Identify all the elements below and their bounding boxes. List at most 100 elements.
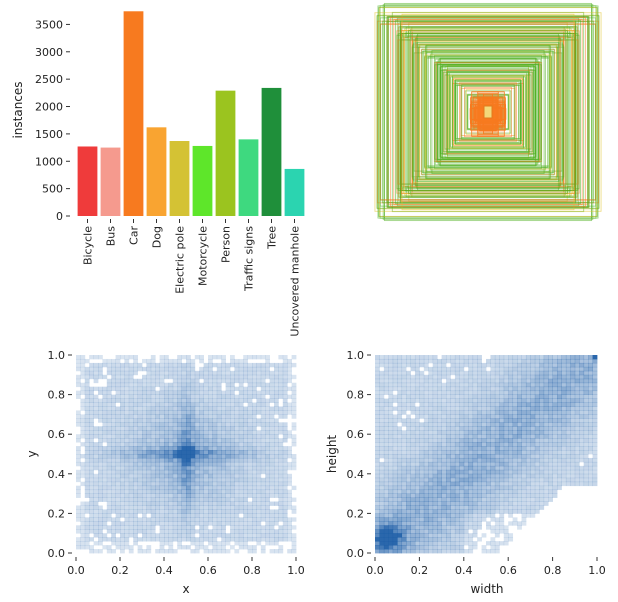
heatmap-cell	[428, 525, 434, 530]
heatmap-cell	[181, 446, 187, 451]
heatmap-cell	[419, 406, 425, 411]
heatmap-cell	[463, 370, 469, 376]
heatmap-cell	[388, 430, 394, 435]
heatmap-cell	[265, 521, 270, 526]
heatmap-cell	[208, 450, 213, 455]
heatmap-cell	[414, 414, 420, 419]
heatmap-cell	[164, 418, 169, 423]
heatmap-cell	[164, 461, 169, 467]
heatmap-cell	[477, 402, 482, 407]
heatmap-cell	[278, 394, 284, 399]
heatmap-cell	[450, 454, 456, 459]
heatmap-cell	[379, 525, 385, 530]
heatmap-cell	[557, 366, 562, 372]
heatmap-cell	[186, 382, 191, 388]
heatmap-cell	[406, 541, 411, 546]
heatmap-cell	[508, 366, 514, 372]
heatmap-cell	[133, 489, 138, 494]
heatmap-cell	[111, 442, 116, 447]
heatmap-cell	[375, 394, 380, 399]
heatmap-cell	[428, 442, 434, 447]
heatmap-cell	[190, 402, 196, 407]
heatmap-cell	[80, 521, 86, 526]
heatmap-cell	[164, 481, 169, 487]
heatmap-cell	[155, 374, 160, 380]
heatmap-cell	[278, 450, 284, 455]
heatmap-cell	[89, 457, 94, 463]
heatmap-cell	[508, 454, 514, 459]
heatmap-cell	[247, 477, 253, 483]
heatmap-cell	[98, 370, 103, 376]
heatmap-cell	[155, 402, 160, 407]
heatmap-cell	[274, 394, 279, 399]
heatmap-cell	[406, 382, 411, 388]
heatmap-cell	[534, 414, 540, 419]
heatmap-cell	[234, 465, 240, 471]
bbox-outline	[394, 19, 582, 205]
heatmap-cell	[508, 390, 514, 395]
heatmap-cell	[406, 418, 411, 423]
heatmap-cell	[459, 390, 465, 395]
heatmap-cell	[401, 485, 407, 491]
heatmap-cell	[410, 374, 416, 380]
heatmap-cell	[592, 469, 598, 475]
heatmap-cell	[557, 442, 562, 447]
heatmap-cell	[76, 473, 81, 479]
heatmap-cell	[252, 533, 257, 538]
heatmap-cell	[172, 406, 178, 411]
heatmap-cell	[181, 366, 187, 372]
heatmap-cell	[512, 442, 518, 447]
heatmap-cell	[238, 410, 244, 415]
heatmap-cell	[437, 505, 442, 510]
heatmap-cell	[150, 446, 156, 451]
heatmap-cell	[379, 461, 385, 467]
heatmap-cell	[221, 366, 226, 372]
heatmap-cell	[190, 469, 196, 475]
heatmap-cell	[199, 461, 204, 467]
heatmap-cell	[419, 426, 425, 431]
heatmap-cell	[199, 358, 204, 364]
heatmap-cell	[414, 386, 420, 392]
heatmap-cell	[124, 446, 130, 451]
heatmap-cell	[247, 390, 253, 395]
heatmap-cell	[137, 505, 143, 510]
heatmap-cell	[459, 485, 465, 491]
heatmap-cell	[397, 545, 403, 550]
heatmap-cell	[137, 473, 143, 479]
heatmap-cell	[164, 513, 169, 518]
heatmap-cell	[89, 355, 94, 360]
heatmap-cell	[579, 370, 585, 376]
heatmap-cell	[379, 358, 385, 364]
x-tick-label: 0.2	[111, 564, 129, 577]
heatmap-cell	[401, 394, 407, 399]
heatmap-cell	[561, 414, 567, 419]
heatmap-cell	[234, 477, 240, 483]
heatmap-cell	[186, 402, 191, 407]
heatmap-cell	[89, 422, 94, 427]
heatmap-cell	[481, 438, 487, 443]
heatmap-cell	[565, 446, 571, 451]
heatmap-cell	[142, 398, 147, 403]
heatmap-cell	[459, 529, 465, 534]
heatmap-cell	[388, 355, 394, 360]
heatmap-cell	[269, 390, 275, 395]
heatmap-cell	[287, 477, 292, 483]
heatmap-cell	[481, 382, 487, 388]
heatmap-cell	[291, 533, 297, 538]
heatmap-cell	[128, 477, 134, 483]
heatmap-cell	[570, 426, 576, 431]
heatmap-cell	[265, 537, 270, 542]
heatmap-cell	[203, 438, 209, 443]
heatmap-cell	[494, 355, 500, 360]
heatmap-cell	[247, 521, 253, 526]
heatmap-cell	[481, 481, 487, 487]
heatmap-cell	[89, 374, 94, 380]
heatmap-cell	[454, 378, 460, 384]
heatmap-cell	[557, 410, 562, 415]
heatmap-cell	[150, 473, 156, 479]
heatmap-cell	[159, 481, 165, 487]
heatmap-cell	[102, 461, 108, 467]
heatmap-cell	[128, 414, 134, 419]
heatmap-cell	[414, 442, 420, 447]
heatmap-cell	[212, 513, 218, 518]
